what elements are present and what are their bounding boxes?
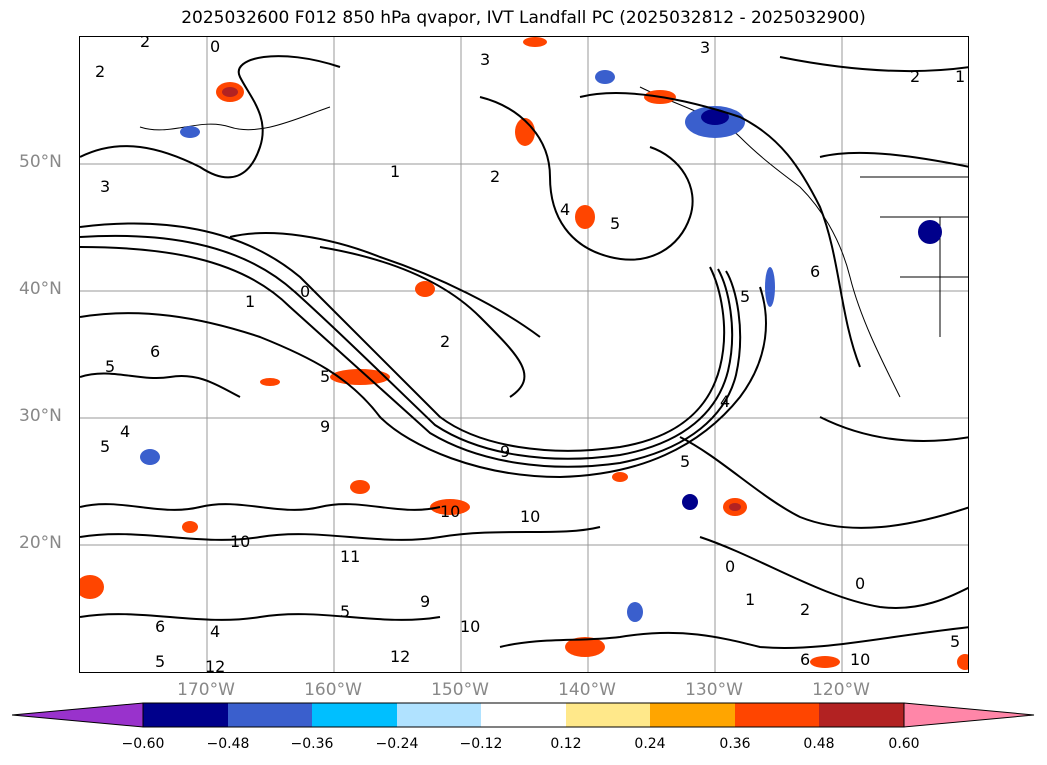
contour-label: 4 [210,622,220,641]
contour-label: 10 [440,502,460,521]
lon-label-130w: 130°W [685,680,743,700]
map-title: 2025032600 F012 850 hPa qvapor, IVT Land… [181,8,866,28]
lon-label-170w: 170°W [177,680,235,700]
contour-lines [80,55,968,649]
contour-label: 6 [150,342,160,361]
colorbar-tick: 0.24 [634,736,666,752]
contour-label: 5 [610,214,620,233]
contour-label: 2 [490,167,500,186]
colorbar-segment [650,703,735,727]
contour-label: 9 [500,442,510,461]
anomaly-shading [80,37,968,670]
lat-label-50n: 50°N [19,152,62,172]
contour-label: 5 [680,452,690,471]
contour-label: 2 [95,62,105,81]
colorbar-tick: −0.60 [121,736,165,752]
colorbar-tick: −0.12 [459,736,503,752]
contour-label: 12 [390,647,410,666]
contour-label: 0 [300,282,310,301]
contour-label: 1 [245,292,255,311]
colorbar-left-extension [12,702,144,728]
contour-label: 9 [420,592,430,611]
contour-label: 0 [855,574,865,593]
lat-label-30n: 30°N [19,406,62,426]
contour-label: 10 [850,650,870,669]
contour-label: 4 [560,200,570,219]
colorbar-segment [481,703,566,727]
contour-label: 6 [800,650,810,669]
lon-label-140w: 140°W [558,680,616,700]
contour-label: 12 [205,657,225,673]
colorbar-tick: −0.36 [290,736,334,752]
contour-label: 5 [340,602,350,621]
contour-label: 5 [100,437,110,456]
colorbar-segment [735,703,819,727]
contour-labels: 2 0 2 3 3 3 2 1 2 4 5 1 0 2 6 5 5 9 4 5 … [95,37,965,673]
contour-label: 5 [950,632,960,651]
lon-label-150w: 150°W [431,680,489,700]
contour-label: 6 [810,262,820,281]
colorbar-segment [819,703,904,727]
lat-label-20n: 20°N [19,533,62,553]
map-canvas: 2 0 2 3 3 3 2 1 2 4 5 1 0 2 6 5 5 9 4 5 … [80,37,968,673]
contour-label: 10 [520,507,540,526]
contour-label: 1 [955,67,965,86]
contour-label: 3 [700,38,710,57]
colorbar-tick: 0.48 [803,736,835,752]
colorbar-tick: 0.12 [550,736,582,752]
colorbar-tick: 0.60 [888,736,920,752]
colorbar-segment [312,703,397,727]
colorbar [12,702,1035,728]
colorbar-tick: 0.36 [719,736,751,752]
contour-label: 10 [460,617,480,636]
contour-label: 5 [155,652,165,671]
contour-label: 1 [745,590,755,609]
lon-label-160w: 160°W [304,680,362,700]
contour-label: 4 [720,392,730,411]
contour-label: 5 [320,367,330,386]
contour-label: 5 [740,287,750,306]
contour-label: 2 [440,332,450,351]
contour-label: 9 [320,417,330,436]
colorbar-tick: −0.48 [206,736,250,752]
contour-label: 0 [725,557,735,576]
map-panel: 2 0 2 3 3 3 2 1 2 4 5 1 0 2 6 5 5 9 4 5 … [79,36,969,673]
colorbar-tick: −0.24 [375,736,419,752]
colorbar-segment [228,703,312,727]
colorbar-right-extension [903,702,1035,728]
contour-label: 5 [105,357,115,376]
coastline [139,86,968,398]
contour-label: 2 [910,67,920,86]
contour-label: 10 [230,532,250,551]
graticule [80,37,968,672]
contour-label: 4 [120,422,130,441]
contour-label: 3 [100,177,110,196]
contour-label: 11 [340,547,360,566]
contour-label: 0 [210,37,220,56]
contour-label: 2 [800,600,810,619]
colorbar-segment [143,703,228,727]
contour-label: 6 [155,617,165,636]
colorbar-segment [397,703,481,727]
contour-label: 2 [140,37,150,51]
lon-label-120w: 120°W [812,680,870,700]
contour-label: 1 [390,162,400,181]
lat-label-40n: 40°N [19,279,62,299]
colorbar-segment [566,703,650,727]
contour-label: 3 [480,50,490,69]
